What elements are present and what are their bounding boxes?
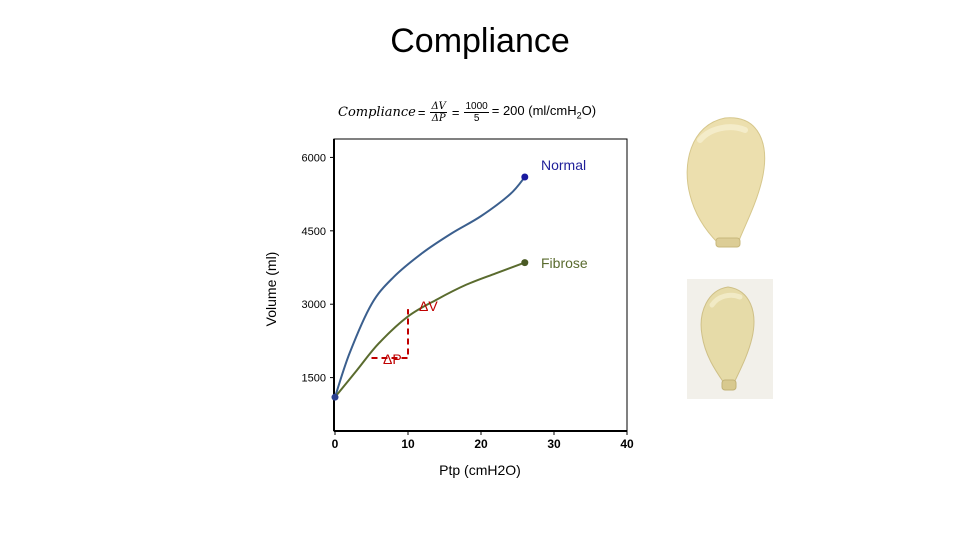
formula-equals-1: =: [417, 104, 426, 120]
delta-v-label: ΔV: [419, 298, 438, 314]
formula-lhs: Compliance: [338, 104, 416, 120]
formula-denominator-value: 5: [473, 112, 480, 124]
delta-p-label: ΔP: [383, 351, 402, 367]
series-layer: Normal Fibrose: [331, 157, 588, 401]
series-start-point: [331, 393, 339, 401]
series-line-normal: [334, 176, 526, 398]
plot-border: [333, 138, 628, 432]
series-label-fibrose: Fibrose: [541, 255, 588, 271]
series-line-fibrose: [334, 261, 526, 398]
series-end-point-fibrose: [521, 259, 529, 267]
formula-numerator-value: 1000: [464, 100, 489, 113]
formula-result: = 200 (ml/cmH2O): [491, 103, 597, 121]
x-tick-label: 30: [547, 437, 561, 451]
x-tick-label: 20: [474, 437, 488, 451]
formula-delta-p: ΔP: [431, 112, 446, 124]
balloon-fibrose-image: [687, 279, 773, 399]
balloon-normal-image: [677, 112, 773, 260]
y-axis-label: Volume (ml): [263, 252, 279, 327]
formula-equals-2: =: [451, 104, 460, 120]
y-tick-label: 4500: [302, 226, 326, 238]
compliance-formula: Compliance = ΔV ΔP = 1000 5 = 200 (ml/cm…: [338, 96, 596, 128]
delta-triangle: [371, 309, 409, 360]
series-end-point-normal: [521, 173, 529, 181]
series-label-normal: Normal: [541, 157, 586, 173]
formula-fraction-delta: ΔV ΔP: [430, 100, 447, 124]
plot-frame: [333, 138, 628, 432]
y-tick-label: 6000: [302, 152, 326, 164]
x-axis-label: Ptp (cmH2O): [439, 462, 521, 478]
formula-delta-v: ΔV: [430, 100, 447, 113]
x-tick-label: 0: [332, 437, 339, 451]
y-tick-label: 1500: [302, 373, 326, 385]
formula-fraction-values: 1000 5: [464, 100, 489, 124]
y-tick-label: 3000: [302, 299, 326, 311]
axes: 1500 3000 4500 6000 0 10 20 30 40: [302, 152, 634, 451]
slide-title: Compliance: [390, 22, 570, 60]
annotation-layer: ΔV ΔP: [371, 298, 438, 367]
x-tick-label: 40: [620, 437, 634, 451]
x-tick-label: 10: [401, 437, 415, 451]
